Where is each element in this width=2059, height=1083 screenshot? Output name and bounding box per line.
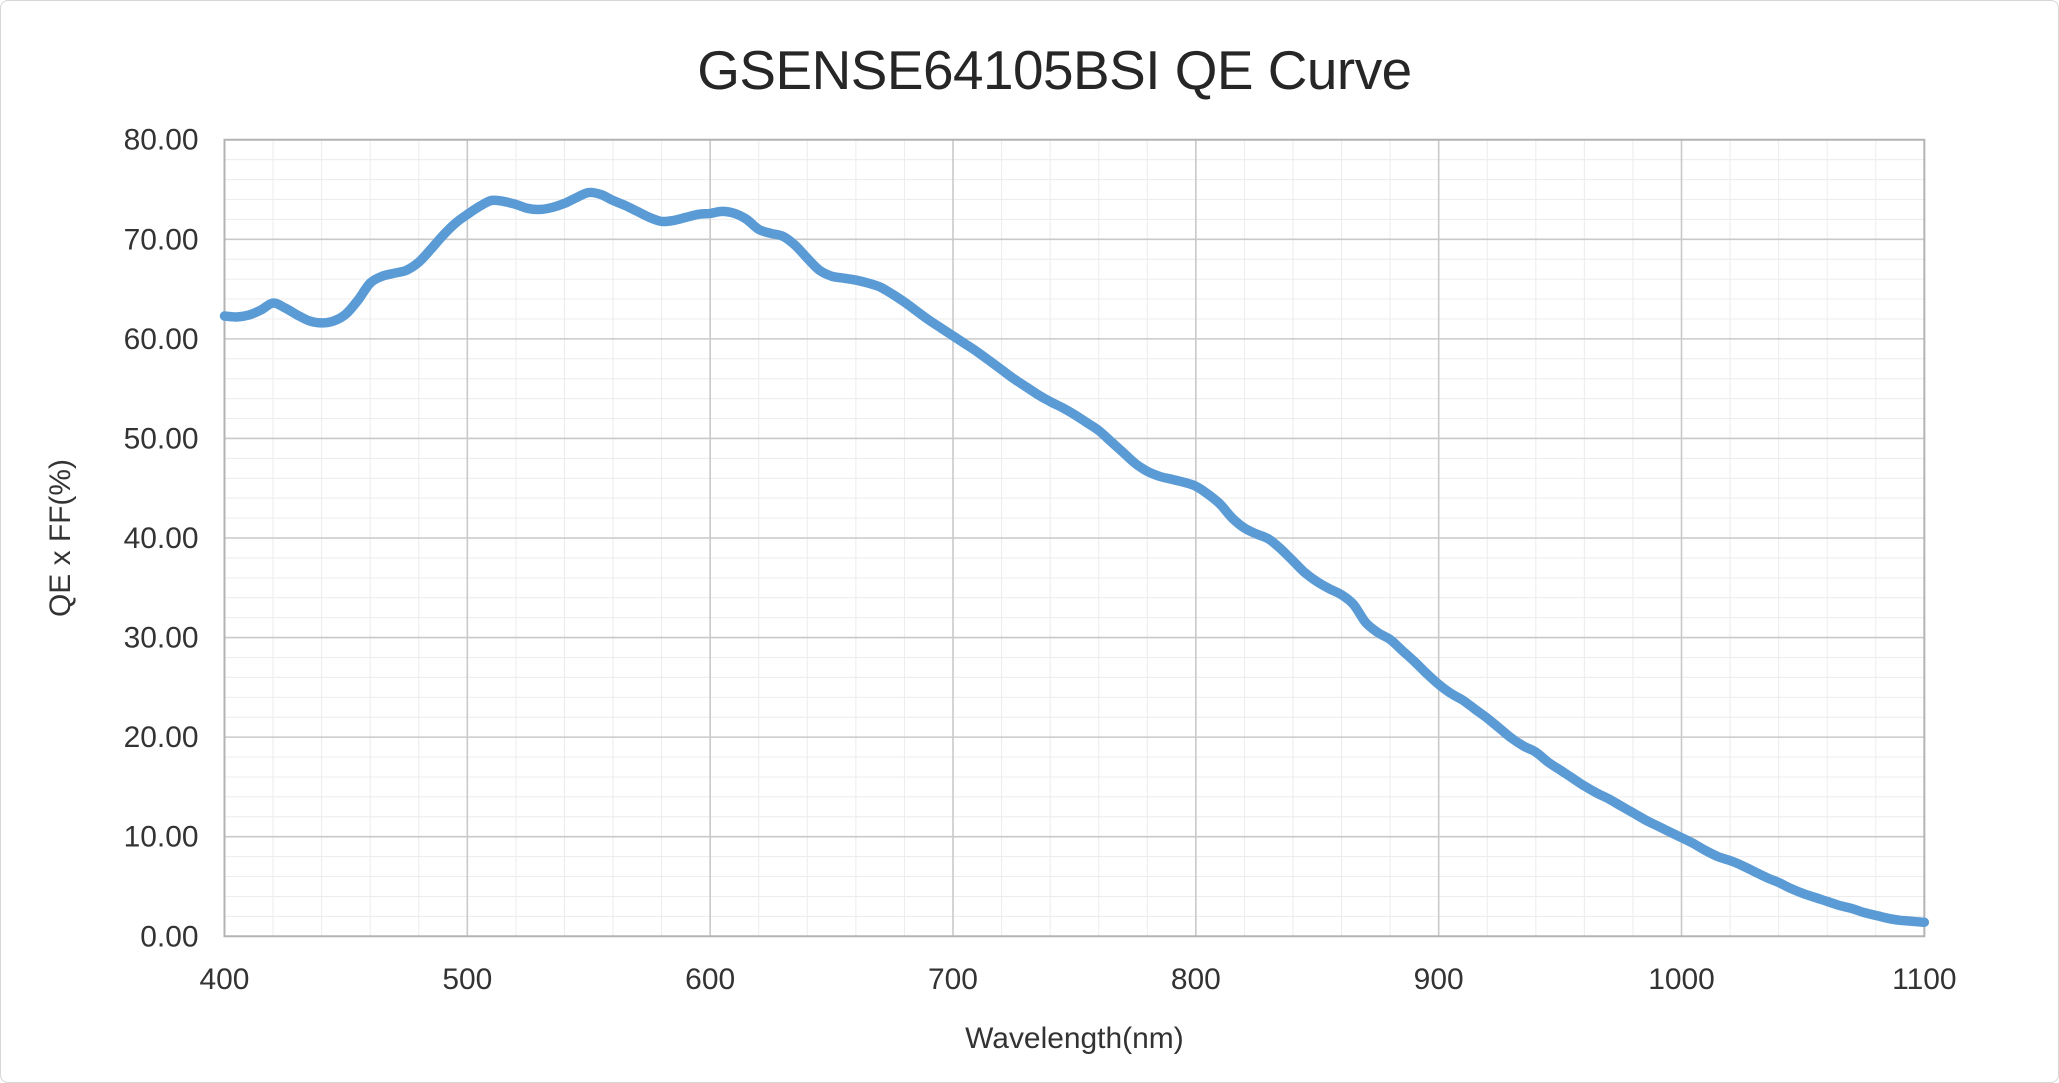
y-axis-title: QE x FF(%) bbox=[44, 459, 77, 617]
svg-text:800: 800 bbox=[1171, 963, 1221, 996]
x-axis-title: Wavelength(nm) bbox=[965, 1022, 1184, 1055]
svg-text:10.00: 10.00 bbox=[124, 821, 199, 854]
svg-text:0.00: 0.00 bbox=[140, 920, 198, 953]
svg-text:700: 700 bbox=[928, 963, 978, 996]
svg-text:1000: 1000 bbox=[1648, 963, 1715, 996]
svg-text:20.00: 20.00 bbox=[124, 721, 199, 754]
major-gridlines bbox=[224, 139, 1925, 937]
svg-text:50.00: 50.00 bbox=[124, 422, 199, 455]
qe-curve-line bbox=[219, 187, 1930, 928]
svg-text:80.00: 80.00 bbox=[124, 124, 199, 157]
chart-title: GSENSE64105BSI QE Curve bbox=[697, 39, 1411, 101]
svg-text:40.00: 40.00 bbox=[124, 522, 199, 555]
svg-text:900: 900 bbox=[1414, 963, 1464, 996]
x-axis-tick-labels: 400 500 600 700 800 900 1000 1100 bbox=[200, 963, 1957, 996]
svg-text:60.00: 60.00 bbox=[124, 323, 199, 356]
y-axis-tick-labels: 0.00 10.00 20.00 30.00 40.00 50.00 60.00 70.00 8… bbox=[124, 124, 199, 954]
svg-text:500: 500 bbox=[442, 963, 492, 996]
svg-text:1100: 1100 bbox=[1892, 963, 1956, 996]
svg-text:70.00: 70.00 bbox=[124, 223, 199, 256]
svg-text:30.00: 30.00 bbox=[124, 622, 199, 655]
plot-border bbox=[223, 138, 1926, 938]
svg-text:400: 400 bbox=[200, 963, 250, 996]
svg-text:600: 600 bbox=[685, 963, 735, 996]
